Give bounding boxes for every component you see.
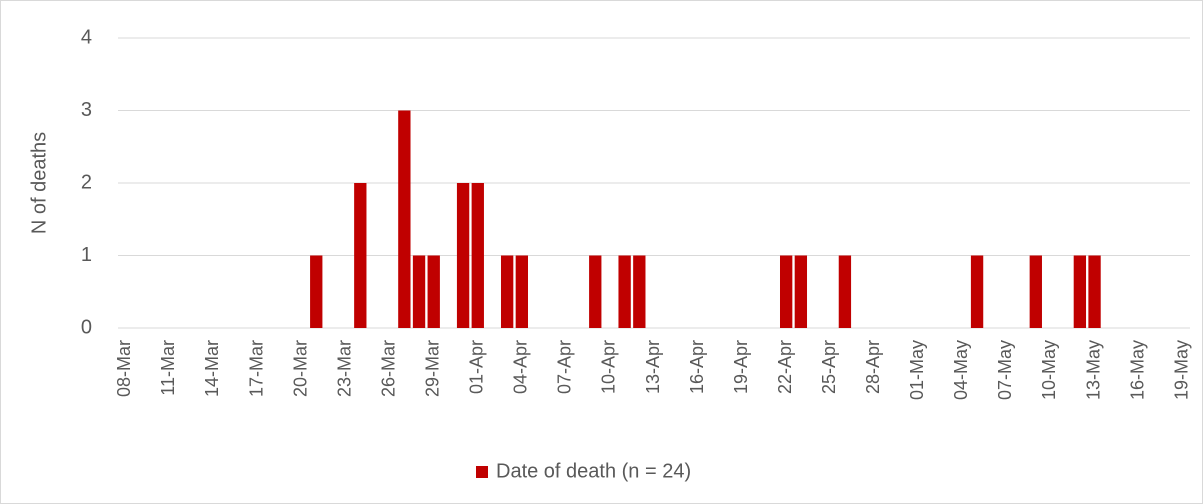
- x-tick-label: 07-Apr: [555, 340, 575, 394]
- x-tick-label: 23-Mar: [334, 340, 354, 397]
- x-tick-label: 17-Mar: [246, 340, 266, 397]
- y-tick-label: 2: [81, 171, 92, 193]
- bar: [779, 255, 793, 328]
- x-tick-label: 08-Mar: [114, 340, 134, 397]
- bar: [794, 255, 808, 328]
- x-tick-label: 28-Apr: [863, 340, 883, 394]
- bar: [515, 255, 529, 328]
- x-tick-label: 26-Mar: [378, 340, 398, 397]
- x-tick-label: 20-Mar: [290, 340, 310, 397]
- legend-label: Date of death (n = 24): [496, 460, 691, 482]
- x-tick-label: 11-Mar: [158, 340, 178, 396]
- y-tick-label: 4: [81, 26, 92, 48]
- x-tick-label: 04-Apr: [511, 340, 531, 394]
- bar: [471, 183, 484, 328]
- x-tick-label: 14-Mar: [202, 340, 222, 397]
- bar: [970, 255, 984, 328]
- bar: [838, 255, 852, 328]
- x-tick-label: 16-May: [1127, 340, 1147, 400]
- y-tick-label: 1: [81, 244, 92, 266]
- bar: [589, 255, 602, 328]
- bar: [310, 255, 323, 328]
- x-tick-label: 25-Apr: [819, 340, 839, 394]
- x-tick-label: 13-Apr: [643, 340, 663, 394]
- bar: [618, 255, 631, 328]
- bar: [1073, 255, 1087, 328]
- x-tick-label: 01-Apr: [467, 340, 487, 394]
- x-tick-label: 22-Apr: [775, 340, 795, 394]
- x-tick-label: 04-May: [951, 340, 971, 400]
- bar: [427, 255, 440, 328]
- x-tick-label: 29-Mar: [422, 340, 442, 397]
- bar: [1088, 255, 1101, 328]
- y-axis-title: N of deaths: [28, 132, 50, 234]
- bar: [354, 183, 367, 328]
- bar: [398, 110, 411, 328]
- x-tick-label: 19-May: [1171, 340, 1191, 400]
- x-tick-label: 19-Apr: [731, 340, 751, 394]
- x-tick-label: 07-May: [995, 340, 1015, 400]
- bar: [500, 255, 514, 328]
- x-tick-label: 10-Apr: [599, 340, 619, 394]
- x-tick-label: 13-May: [1083, 340, 1103, 400]
- bar: [1029, 255, 1042, 328]
- x-tick-label: 10-May: [1039, 340, 1059, 400]
- y-tick-label: 0: [81, 316, 92, 338]
- x-tick-label: 16-Apr: [687, 340, 707, 394]
- bar: [633, 255, 646, 328]
- legend-swatch: [476, 466, 488, 478]
- y-tick-label: 3: [81, 99, 92, 121]
- x-tick-label: 01-May: [907, 340, 927, 400]
- bar: [412, 255, 426, 328]
- bar: [456, 183, 470, 328]
